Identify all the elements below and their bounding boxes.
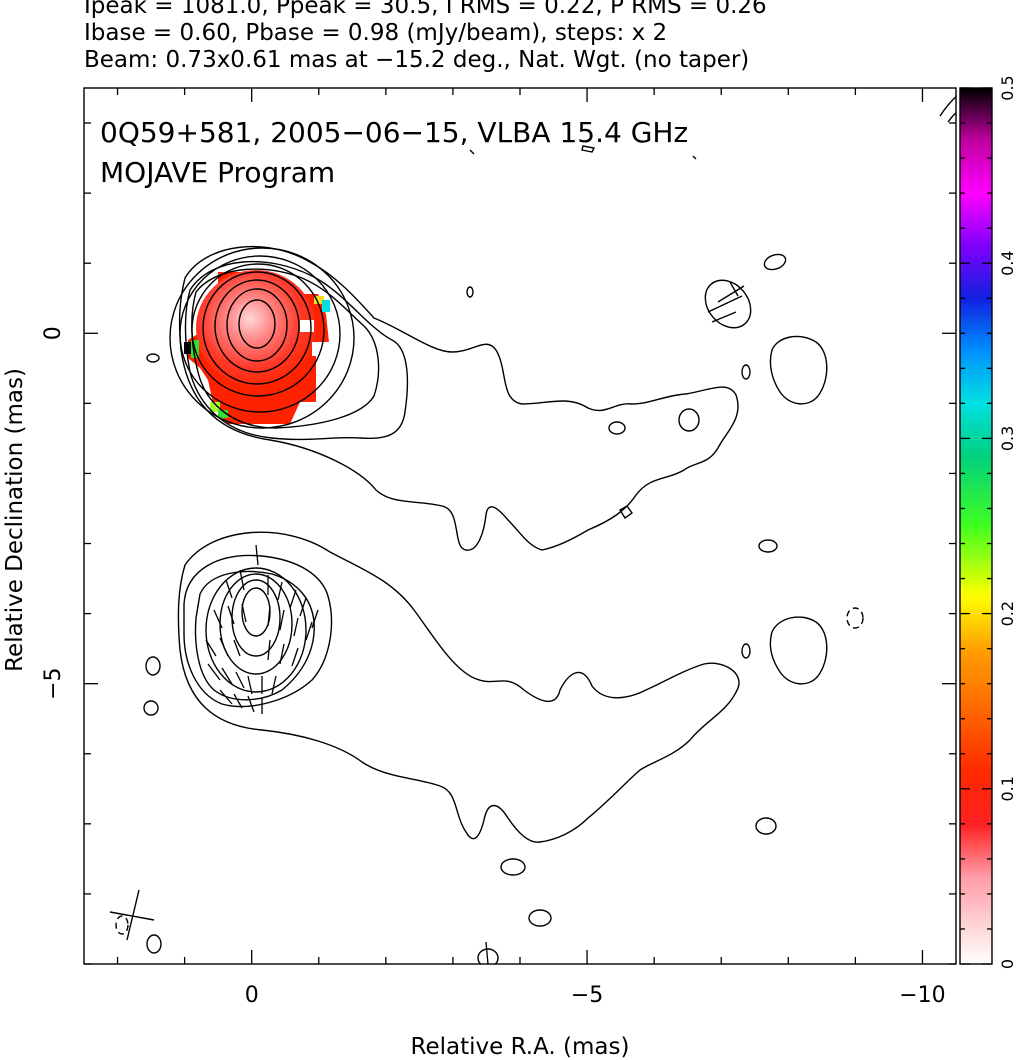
evpa-ticks <box>205 544 489 964</box>
intensity-contours-lower <box>115 531 864 964</box>
map-layer <box>109 95 956 964</box>
colorbar <box>959 87 993 965</box>
colorbar-tick-label: 0 <box>998 959 1017 969</box>
x-tick-label: 0 <box>245 983 259 1008</box>
header-beam-line: Beam: 0.73x0.61 mas at −15.2 deg., Nat. … <box>84 47 750 73</box>
y-tick-label: −5 <box>41 667 66 699</box>
colorbar-tick-label: 0.2 <box>998 601 1017 626</box>
x-axis-label: Relative R.A. (mas) <box>411 1034 630 1060</box>
axis-ticks <box>84 88 956 965</box>
header-stats-line: Ipeak = 1081.0, Ppeak = 30.5, I RMS = 0.… <box>84 0 767 19</box>
colorbar-tick-label: 0.3 <box>998 426 1017 451</box>
colorbar-tick-label: 0.1 <box>998 776 1017 801</box>
intensity-contours-upper <box>146 95 956 553</box>
x-tick-label: −10 <box>899 983 945 1008</box>
axis-tick-labels: 0 −5 −10 0 −5 <box>41 326 946 1008</box>
y-axis-label: Relative Declination (mas) <box>2 368 28 672</box>
colorbar-tick-label: 0.4 <box>998 250 1017 275</box>
plot-title-line2: MOJAVE Program <box>100 156 335 189</box>
beam-cross <box>109 889 155 941</box>
colorbar-ticks: 0 0.1 0.2 0.3 0.4 0.5 <box>960 75 1017 969</box>
colorbar-tick-label: 0.5 <box>998 75 1017 100</box>
x-tick-label: −5 <box>571 983 603 1008</box>
header-base-line: Ibase = 0.60, Pbase = 0.98 (mJy/beam), s… <box>84 20 668 46</box>
y-tick-label: 0 <box>41 326 66 340</box>
plot-title-line1: 0Q59+581, 2005−06−15, VLBA 15.4 GHz <box>100 116 688 149</box>
